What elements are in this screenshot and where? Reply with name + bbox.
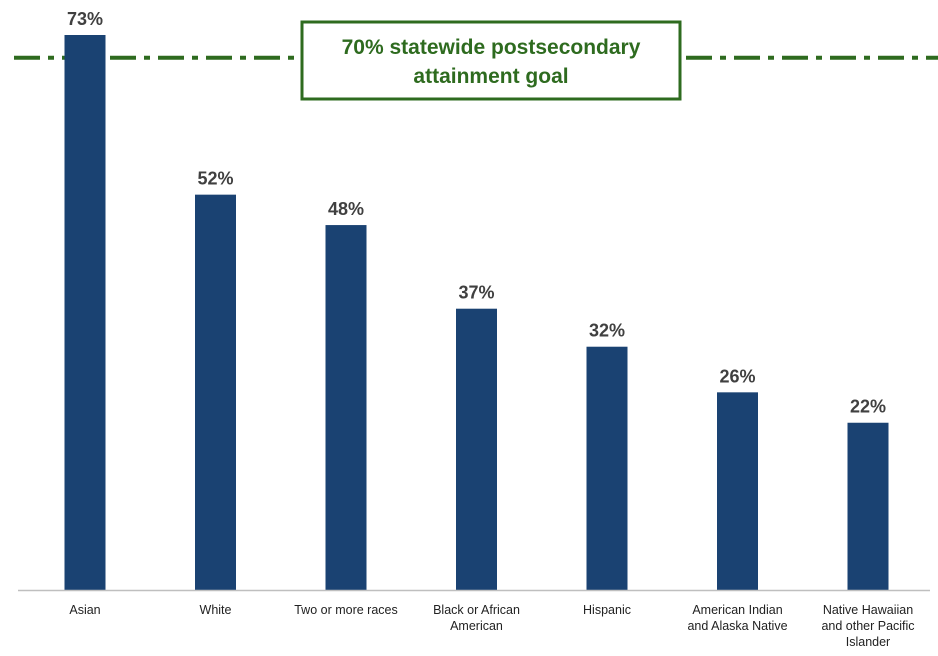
bar-2 (195, 194, 236, 590)
category-label-4-line-1: Black or African (433, 603, 520, 617)
bar-value-label-1: 73% (67, 9, 103, 29)
category-label-4-line-2: American (450, 619, 503, 633)
goal-annotation-border (300, 20, 682, 101)
category-label-6-line-1: American Indian (692, 603, 782, 617)
category-label-7-line-1: Native Hawaiian (823, 603, 913, 617)
goal-annotation-line-1: 70% statewide postsecondary (342, 36, 641, 59)
bar-6 (717, 392, 758, 590)
category-labels-group: Asian White Two or more races Black or Afri… (69, 603, 914, 649)
category-label-5-line-1: Hispanic (583, 603, 631, 617)
bar-value-label-3: 48% (328, 199, 364, 219)
category-label-3-line-1: Two or more races (294, 603, 398, 617)
value-labels-group: 73% 52% 48% 37% 32% 26% 22% (67, 9, 886, 417)
bar-1 (64, 35, 106, 590)
category-label-2-line-1: White (200, 603, 232, 617)
bar-3 (325, 225, 367, 591)
bar-5 (586, 346, 628, 590)
category-label-6-line-2: and Alaska Native (687, 619, 787, 633)
category-label-7-line-3: Islander (846, 635, 890, 649)
bar-value-label-2: 52% (197, 169, 233, 189)
bar-7 (847, 422, 889, 590)
bars-group (64, 35, 889, 591)
bar-value-label-6: 26% (719, 366, 755, 386)
goal-annotation-line-2: attainment goal (413, 65, 568, 88)
bar-value-label-7: 22% (850, 397, 886, 417)
goal-annotation-box: 70% statewide postsecondary attainment g… (300, 20, 682, 101)
bar-4 (456, 308, 497, 590)
bar-value-label-5: 32% (589, 321, 625, 341)
bar-value-label-4: 37% (458, 283, 494, 303)
category-label-7-line-2: and other Pacific (821, 619, 914, 633)
category-label-1-line-1: Asian (69, 603, 100, 617)
